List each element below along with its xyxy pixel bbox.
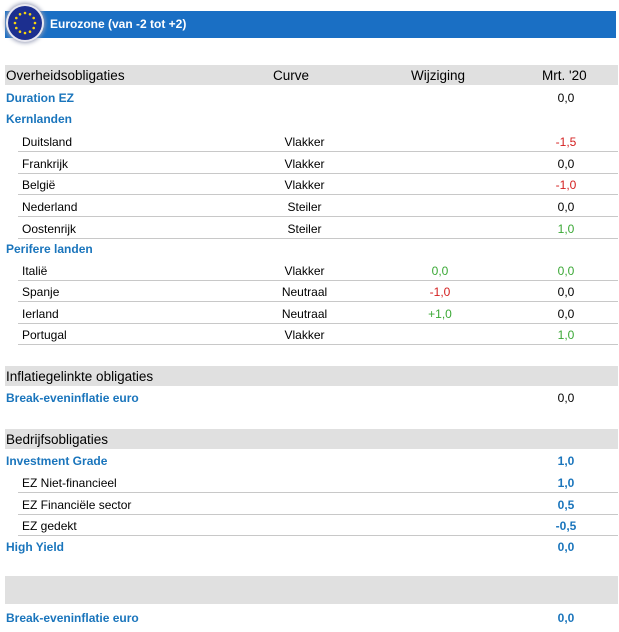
mrt-value: 0,5 <box>557 498 575 512</box>
page-banner: Eurozone (van -2 tot +2) <box>5 11 616 38</box>
table-row: Ierland Neutraal +1,0 0,0 <box>5 303 618 324</box>
mrt-value: -1,5 <box>555 135 577 149</box>
curve-value: Vlakker <box>284 328 325 342</box>
breakeven-row: Break-eveninflatie euro 0,0 <box>5 388 618 409</box>
table-row: EZ gedekt -0,5 <box>5 515 618 536</box>
corporate-header: Bedrijfsobligaties <box>5 429 618 449</box>
bottom-breakeven-label: Break-eveninflatie euro <box>6 611 139 625</box>
blank-section-header <box>5 576 618 604</box>
col-mrt-header: Mrt. '20 <box>542 68 587 83</box>
table-row: EZ Niet-financieel 1,0 <box>5 472 618 493</box>
ig-row: Investment Grade 1,0 <box>5 451 618 472</box>
curve-value: Vlakker <box>284 157 325 171</box>
corporate-title: Bedrijfsobligaties <box>6 432 109 447</box>
country-label: Ierland <box>22 307 59 321</box>
country-label: Portugal <box>22 328 67 342</box>
mrt-value: 1,0 <box>557 476 575 490</box>
eu-flag-icon <box>8 6 42 40</box>
banner-title: Eurozone (van -2 tot +2) <box>50 17 187 31</box>
table-row: Portugal Vlakker 1,0 <box>5 324 618 345</box>
col-curve-header: Curve <box>273 68 310 83</box>
mrt-value: 1,0 <box>557 222 575 236</box>
breakeven-mrt: 0,0 <box>557 391 575 405</box>
curve-value: Vlakker <box>284 178 325 192</box>
periphery-row: Perifere landen <box>5 239 618 260</box>
country-label: Frankrijk <box>22 157 69 171</box>
country-label: Duitsland <box>22 135 73 149</box>
mrt-value: 0,0 <box>557 264 575 278</box>
change-value: -1,0 <box>429 285 451 299</box>
mrt-value: -1,0 <box>555 178 577 192</box>
duration-label: Duration EZ <box>6 91 74 105</box>
curve-value: Neutraal <box>281 285 328 299</box>
segment-label: EZ Financiële sector <box>22 498 132 512</box>
country-label: Oostenrijk <box>22 222 77 236</box>
table-row: EZ Financiële sector 0,5 <box>5 494 618 515</box>
change-value: 0,0 <box>431 264 449 278</box>
inflation-header: Inflatiegelinkte obligaties <box>5 366 618 386</box>
mrt-value: 0,0 <box>557 285 575 299</box>
gov-bonds-header: Overheidsobligaties Curve Wijziging Mrt.… <box>5 65 618 85</box>
curve-value: Neutraal <box>281 307 328 321</box>
ig-label: Investment Grade <box>6 454 108 468</box>
table-row: Duitsland Vlakker -1,5 <box>5 131 618 152</box>
curve-value: Vlakker <box>284 135 325 149</box>
ig-mrt: 1,0 <box>557 454 575 468</box>
table-row: Italië Vlakker 0,0 0,0 <box>5 260 618 281</box>
country-label: België <box>22 178 56 192</box>
inflation-title: Inflatiegelinkte obligaties <box>6 369 154 384</box>
table-row: Nederland Steiler 0,0 <box>5 196 618 217</box>
table-row: België Vlakker -1,0 <box>5 174 618 195</box>
duration-row: Duration EZ 0,0 <box>5 88 618 109</box>
hy-label: High Yield <box>6 540 65 554</box>
breakeven-label: Break-eveninflatie euro <box>6 391 139 405</box>
bottom-breakeven-row: Break-eveninflatie euro 0,0 <box>5 608 618 629</box>
mrt-value: 0,0 <box>557 307 575 321</box>
mrt-value: 0,0 <box>557 200 575 214</box>
col-change-header: Wijziging <box>411 68 466 83</box>
mrt-value: 1,0 <box>557 328 575 342</box>
segment-label: EZ Niet-financieel <box>22 476 117 490</box>
country-label: Nederland <box>22 200 78 214</box>
periphery-label: Perifere landen <box>6 242 93 256</box>
duration-mrt: 0,0 <box>557 91 575 105</box>
table-row: Oostenrijk Steiler 1,0 <box>5 218 618 239</box>
curve-value: Vlakker <box>284 264 325 278</box>
hy-row: High Yield 0,0 <box>5 537 618 558</box>
mrt-value: 0,0 <box>557 157 575 171</box>
country-label: Spanje <box>22 285 60 299</box>
gov-bonds-title: Overheidsobligaties <box>6 68 125 83</box>
core-countries-row: Kernlanden <box>5 109 618 130</box>
table-row: Spanje Neutraal -1,0 0,0 <box>5 281 618 302</box>
segment-label: EZ gedekt <box>22 519 77 533</box>
hy-mrt: 0,0 <box>557 540 575 554</box>
curve-value: Steiler <box>287 222 322 236</box>
table-row: Frankrijk Vlakker 0,0 <box>5 153 618 174</box>
core-countries-label: Kernlanden <box>6 112 73 126</box>
bottom-breakeven-mrt: 0,0 <box>557 611 575 625</box>
change-value: +1,0 <box>428 307 452 321</box>
country-label: Italië <box>22 264 48 278</box>
mrt-value: -0,5 <box>555 519 577 533</box>
curve-value: Steiler <box>287 200 322 214</box>
